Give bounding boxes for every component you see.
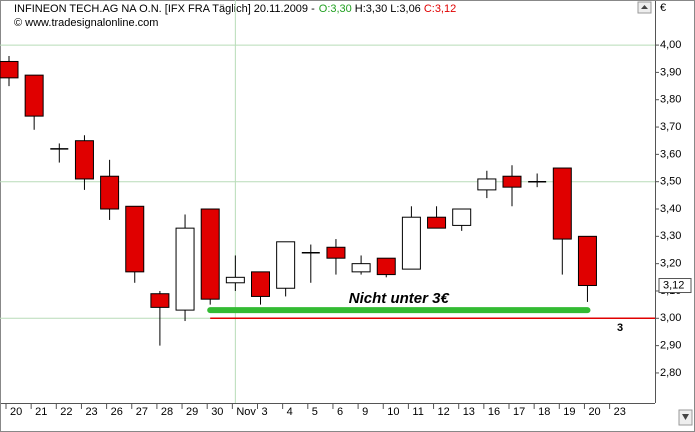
x-tick-label: 29 [186,406,198,418]
annotation-text: Nicht unter 3€ [349,290,450,307]
y-tick-label: 2,90 [660,340,681,352]
body [477,178,497,191]
x-tick-label: 9 [362,406,368,418]
header-value: C:3,12 [424,3,456,15]
body [225,276,245,284]
body [376,257,396,276]
currency-label: € [660,2,666,14]
body [125,205,145,273]
x-tick-label: 3 [262,406,268,418]
body [0,60,19,79]
y-tick-label: 3,50 [660,176,681,188]
y-tick-label: 4,00 [660,39,681,51]
y-tick-label: 3,00 [660,312,681,324]
x-tick-label: 23 [85,406,97,418]
x-tick-label: 13 [463,406,475,418]
body [452,208,472,226]
x-tick-label: 5 [312,406,318,418]
y-tick-label: 3,90 [660,66,681,78]
x-tick-label: 27 [136,406,148,418]
x-tick-label: 20 [588,406,600,418]
header-value: O:3,30 [319,3,352,15]
header-value: H:3,30 [355,3,387,15]
title-text: INFINEON TECH.AG NA O.N. [IFX FRA Täglic… [14,3,315,15]
body [502,175,522,188]
body [276,241,296,289]
y-tick-label: 2,80 [660,367,681,379]
body [100,175,120,210]
body [74,140,94,180]
y-tick-label: 3,70 [660,121,681,133]
y-tick-label: 3,30 [660,230,681,242]
body [552,167,572,240]
x-tick-label: 4 [287,406,293,418]
x-tick-label: 17 [513,406,525,418]
body [326,246,346,259]
y-tick-label: 3,40 [660,203,681,215]
x-tick-label: 21 [35,406,47,418]
body [427,216,447,229]
scroll-icon [682,414,689,420]
x-tick-label: 26 [111,406,123,418]
body [150,293,170,308]
x-tick-label: 19 [563,406,575,418]
x-tick-label: 28 [161,406,173,418]
level-label: 3 [617,322,623,334]
body [351,263,371,273]
header-value: L:3,06 [390,3,421,15]
x-tick-label: 16 [488,406,500,418]
subtitle: © www.tradesignalonline.com [14,17,158,29]
body [401,216,421,270]
body [24,74,44,117]
body [175,227,195,311]
x-tick-label: 30 [211,406,223,418]
y-tick-label: 3,80 [660,94,681,106]
last-price-label: 3,12 [663,279,684,291]
x-tick-label: 6 [337,406,343,418]
chart-title: INFINEON TECH.AG NA O.N. [IFX FRA Täglic… [14,3,456,15]
y-tick-label: 3,20 [660,258,681,270]
x-tick-label: 22 [60,406,72,418]
x-tick-label: 23 [614,406,626,418]
scroll-icon [641,5,648,9]
last-price-box [658,278,692,294]
x-tick-label: 10 [387,406,399,418]
body [577,235,597,287]
body [251,271,270,297]
x-tick-label: 12 [438,406,450,418]
x-tick-label: 20 [10,406,22,418]
y-tick-label: 3,60 [660,148,681,160]
x-tick-label: 11 [412,406,423,418]
x-tick-label: 18 [538,406,550,418]
body [200,208,220,300]
x-tick-label: Nov [236,406,256,418]
